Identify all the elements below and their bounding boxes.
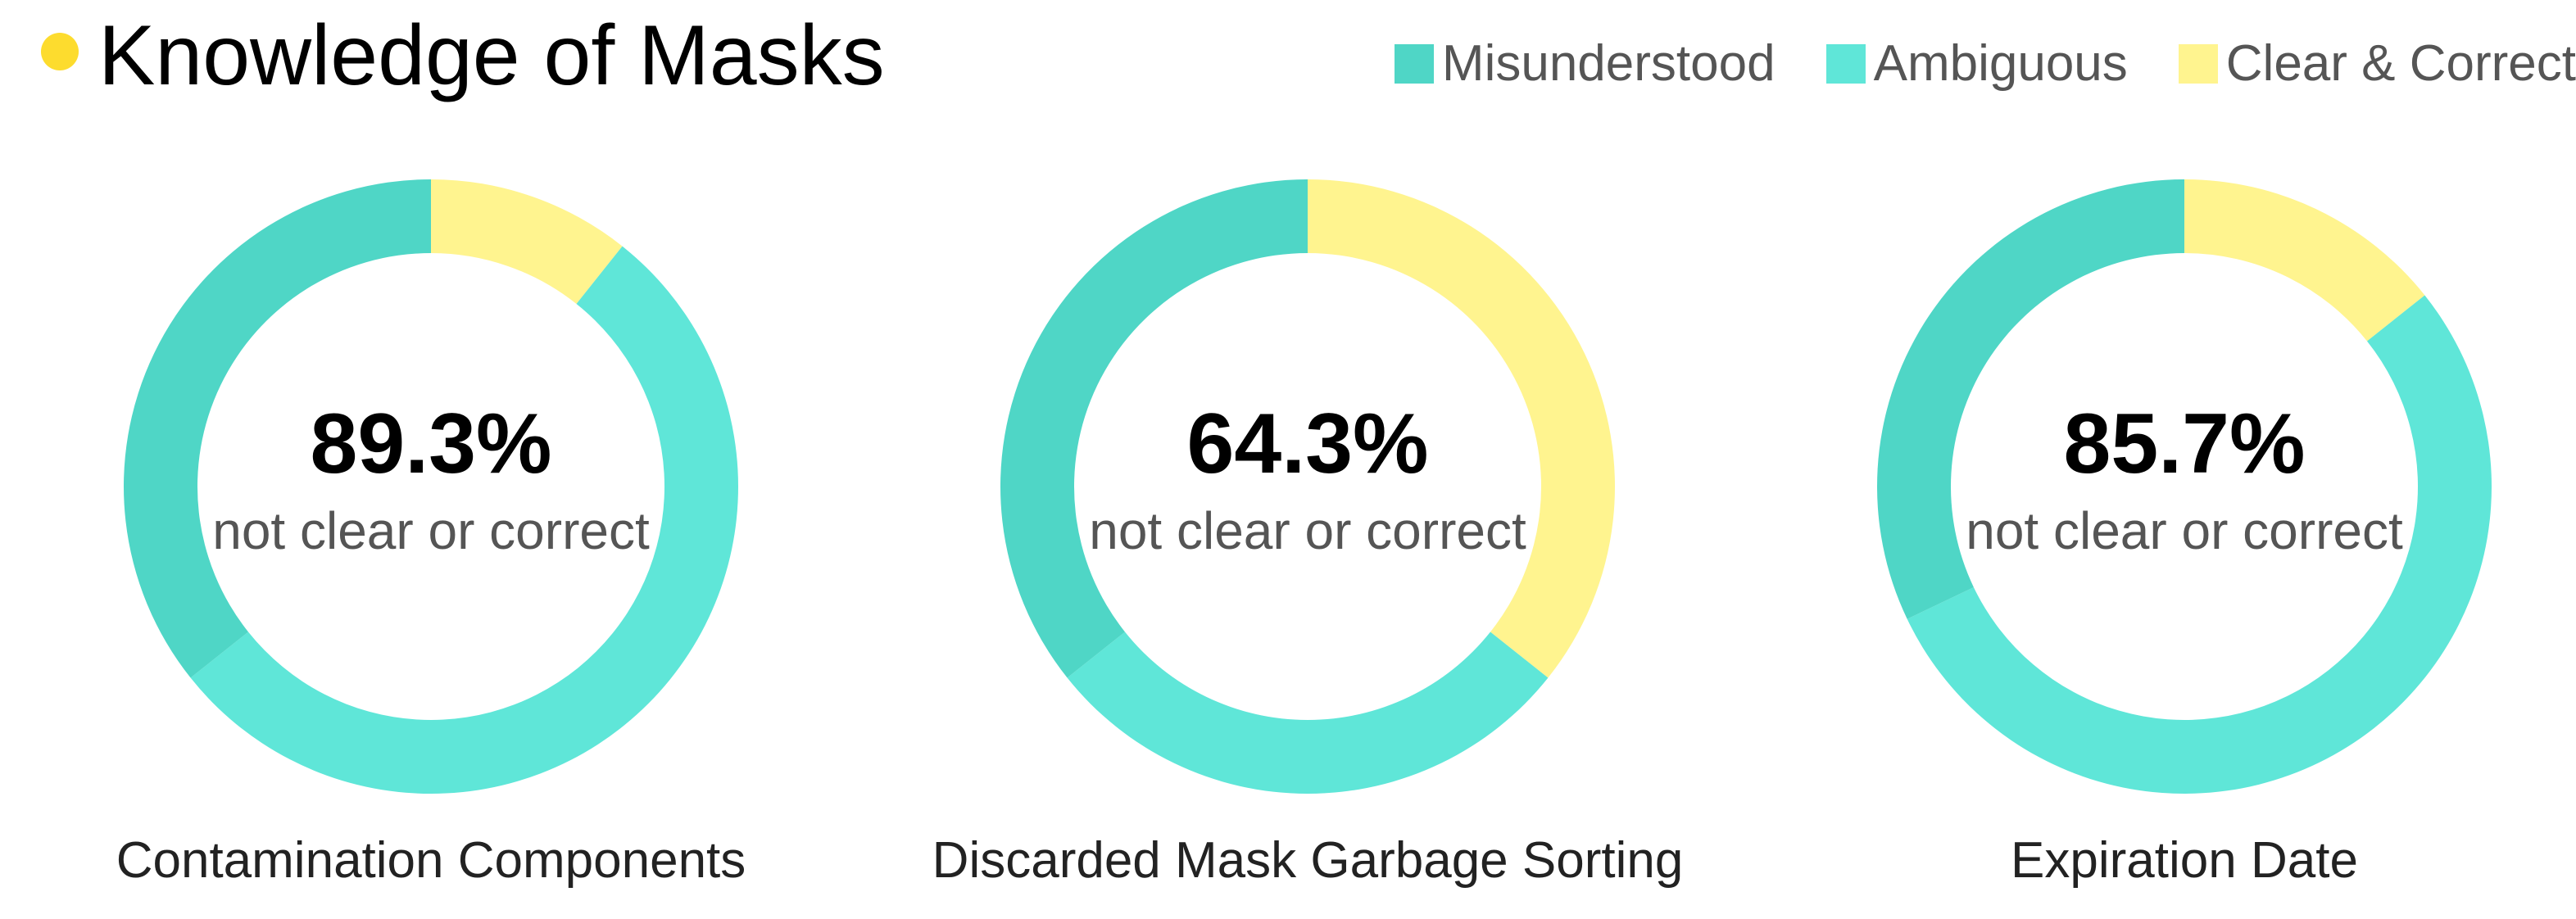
center-value: 64.3% [1186, 396, 1429, 491]
donut-slice-ambiguous [1067, 632, 1549, 794]
chart-caption: Contamination Components [116, 832, 746, 889]
legend-item-ambiguous: Ambiguous [1825, 31, 2128, 97]
donut-chart-expiration-date: 85.7% not clear or correct Expiration Da… [1775, 164, 2576, 909]
title-bullet-dot [41, 33, 79, 70]
legend: Misunderstood Ambiguous Clear & Correct [1394, 31, 2576, 97]
legend-label-clear-correct: Clear & Correct [2225, 35, 2576, 92]
donut-slice-clear-correct [2184, 179, 2425, 342]
legend-swatch-ambiguous [1825, 44, 1866, 84]
legend-swatch-clear-correct [2178, 44, 2218, 84]
legend-label-misunderstood: Misunderstood [1441, 35, 1776, 92]
donut-svg [124, 179, 739, 795]
chart-caption: Discarded Mask Garbage Sorting [932, 832, 1684, 889]
legend-item-misunderstood: Misunderstood [1394, 31, 1776, 97]
center-label: not clear or correct [212, 501, 650, 560]
donut-svg [1877, 179, 2492, 794]
donut-svg [1000, 179, 1615, 794]
center-value: 85.7% [2063, 396, 2306, 491]
donut-slice-ambiguous [190, 246, 739, 795]
chart-caption: Expiration Date [2011, 832, 2358, 889]
donut-slice-misunderstood [1000, 179, 1308, 678]
donut-slice-misunderstood [1877, 179, 2184, 619]
legend-swatch-misunderstood [1394, 44, 1434, 84]
page-title: Knowledge of Masks [98, 8, 885, 103]
donut-slice-ambiguous [1907, 295, 2492, 794]
center-label: not clear or correct [1089, 501, 1526, 560]
center-label: not clear or correct [1966, 501, 2403, 560]
donut-slice-clear-correct [1308, 179, 1615, 678]
legend-label-ambiguous: Ambiguous [1873, 35, 2128, 92]
donut-slice-misunderstood [124, 179, 431, 678]
center-value: 89.3% [310, 396, 552, 491]
donut-chart-discarded-mask-garbage-sorting: 64.3% not clear or correct Discarded Mas… [898, 164, 1717, 909]
legend-item-clear-correct: Clear & Correct [2178, 31, 2576, 97]
donut-slice-clear-correct [431, 179, 623, 305]
donut-chart-contamination-components: 89.3% not clear or correct Contamination… [21, 164, 841, 909]
